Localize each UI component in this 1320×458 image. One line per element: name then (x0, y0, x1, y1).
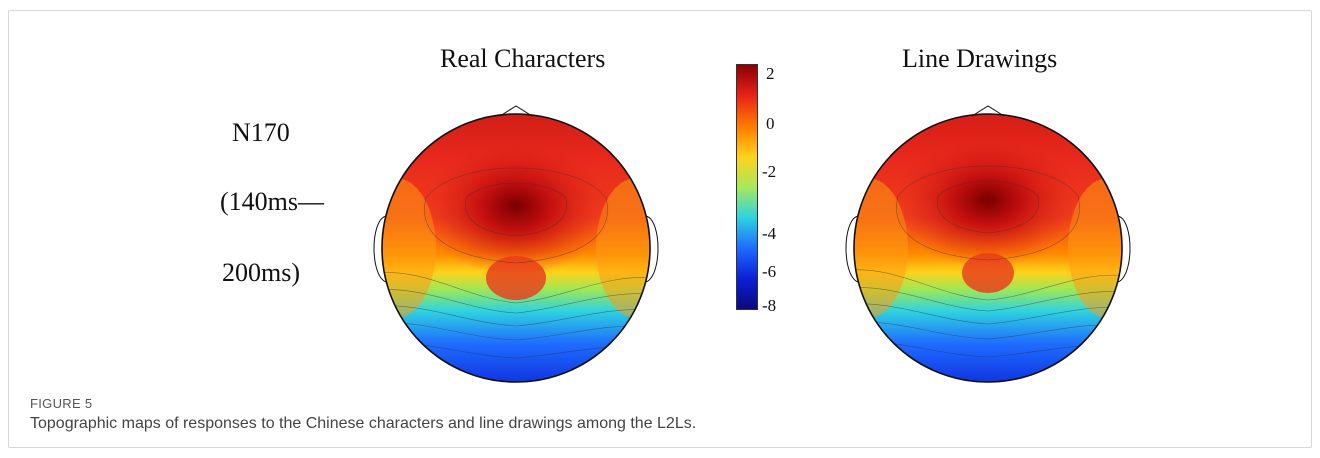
colorbar-tick-minus-8: -8 (762, 296, 777, 315)
figure-caption: Topographic maps of responses to the Chi… (30, 415, 697, 432)
row-label-component: N170 (232, 118, 290, 147)
colorbar (736, 64, 758, 310)
colorbar-tick-minus-4: -4 (762, 224, 777, 243)
colorbar-tick-0: 0 (766, 114, 775, 133)
colorbar-tick-minus-6: -6 (762, 262, 777, 281)
right-panel-title: Line Drawings (902, 44, 1058, 73)
figure-label: FIGURE 5 (30, 396, 93, 411)
row-label-window-start: (140ms— (220, 187, 324, 216)
colorbar-tick-2: 2 (766, 64, 775, 83)
row-label-window-end: 200ms) (222, 258, 300, 287)
left-panel-title: Real Characters (440, 44, 606, 73)
colorbar-tick-minus-2: -2 (762, 162, 777, 181)
topomap-line-drawings (845, 105, 1131, 383)
topomap-real-characters (373, 105, 659, 383)
